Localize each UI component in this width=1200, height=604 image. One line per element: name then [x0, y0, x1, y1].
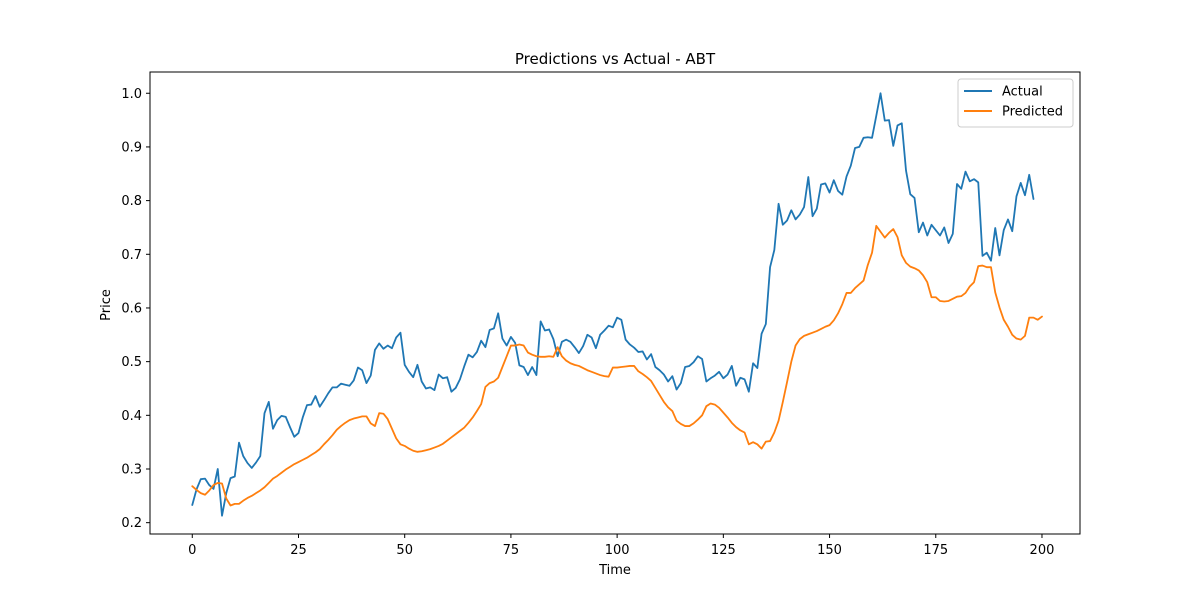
- y-tick-label: 1.0: [121, 87, 142, 102]
- x-tick-label: 100: [605, 543, 630, 558]
- axis-ticks: 0 25 50 75 100 125 150 175 200 0.2 0.3 0.4 0.5 0.6 0.7…: [121, 87, 1054, 558]
- legend-label: Actual: [1002, 85, 1043, 100]
- x-tick-label: 25: [290, 543, 307, 558]
- x-tick-label: 75: [503, 543, 520, 558]
- plot-frame: [149, 71, 1081, 535]
- x-tick-label: 50: [396, 543, 413, 558]
- legend-label: Predicted: [1002, 105, 1063, 120]
- x-axis-label: Time: [598, 563, 631, 578]
- series-lines: [191, 92, 1043, 517]
- x-tick-label: 0: [188, 543, 196, 558]
- series-line-predicted: [191, 224, 1043, 507]
- x-tick-label: 150: [817, 543, 842, 558]
- legend: Actual Predicted: [957, 78, 1074, 128]
- y-tick-label: 0.3: [121, 462, 142, 477]
- y-tick-label: 0.2: [121, 516, 142, 531]
- y-tick-label: 0.6: [121, 301, 142, 316]
- y-tick-label: 0.9: [121, 140, 142, 155]
- y-tick-label: 0.5: [121, 355, 142, 370]
- y-axis-label: Price: [99, 289, 114, 321]
- y-tick-label: 0.4: [121, 409, 142, 424]
- chart-title: Predictions vs Actual - ABT: [515, 50, 716, 68]
- x-tick-label: 200: [1030, 543, 1055, 558]
- series-line-actual: [191, 92, 1035, 517]
- x-tick-label: 175: [923, 543, 948, 558]
- y-tick-label: 0.8: [121, 194, 142, 209]
- y-tick-label: 0.7: [121, 248, 142, 263]
- x-tick-label: 125: [711, 543, 736, 558]
